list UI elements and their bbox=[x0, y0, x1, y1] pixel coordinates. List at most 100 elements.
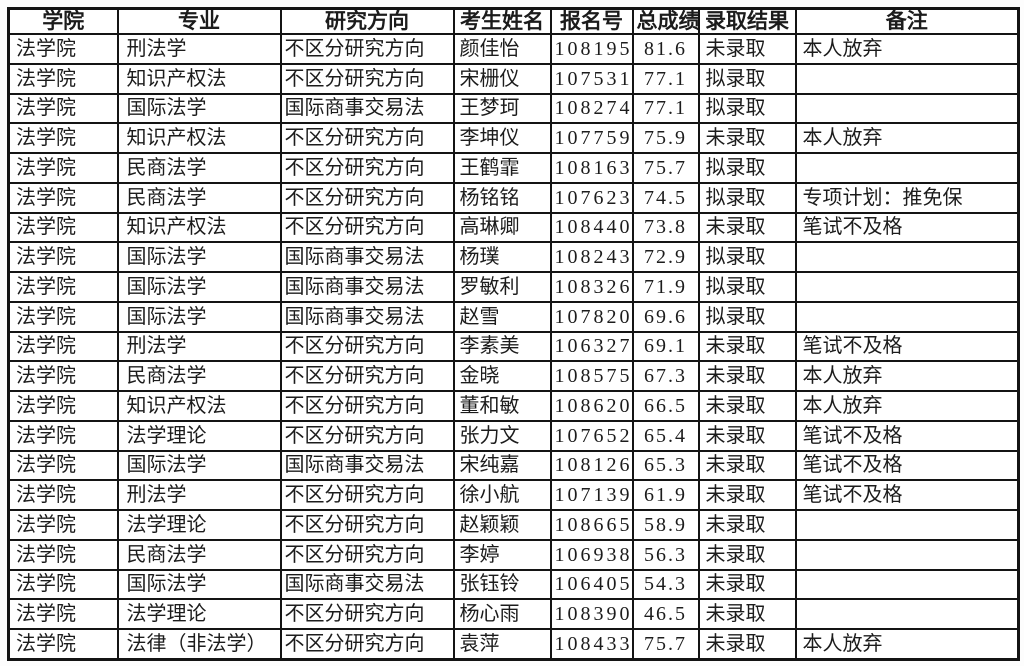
table-cell: 未录取 bbox=[697, 538, 797, 571]
table-cell: 知识产权法 bbox=[116, 211, 282, 244]
table-cell: 73.8 bbox=[631, 211, 700, 244]
table-cell: 不区分研究方向 bbox=[279, 390, 455, 422]
table-cell: 法学院 bbox=[7, 330, 119, 363]
table-cell: 法学院 bbox=[7, 33, 119, 65]
table-cell: 法学院 bbox=[7, 449, 119, 482]
table-row: 法学院 国际法学 国际商事交易法 赵雪 107820 69.6 拟录取 bbox=[7, 300, 1020, 333]
table-cell bbox=[794, 271, 1020, 303]
table-cell: 法学院 bbox=[7, 271, 119, 303]
table-cell: 61.9 bbox=[631, 479, 700, 512]
table-cell: 法学院 bbox=[7, 538, 119, 571]
table-cell: 108575 bbox=[549, 360, 634, 393]
table-cell: 106405 bbox=[549, 568, 634, 601]
table-cell: 笔试不及格 bbox=[794, 449, 1020, 482]
table-cell: 未录取 bbox=[697, 479, 797, 512]
column-header-major: 专业 bbox=[116, 7, 282, 36]
table-cell: 刑法学 bbox=[116, 479, 282, 512]
table-cell: 74.5 bbox=[631, 181, 700, 214]
table-cell: 法学理论 bbox=[116, 509, 282, 541]
table-cell: 不区分研究方向 bbox=[279, 152, 455, 184]
table-cell: 知识产权法 bbox=[116, 122, 282, 155]
table-row: 法学院 刑法学 不区分研究方向 李素美 106327 69.1 未录取 笔试不及格 bbox=[7, 330, 1020, 363]
table-cell: 民商法学 bbox=[116, 152, 282, 184]
column-header-college: 学院 bbox=[7, 7, 119, 36]
column-header-research-direction: 研究方向 bbox=[279, 7, 455, 36]
table-cell: 法学院 bbox=[7, 628, 119, 661]
table-cell: 69.1 bbox=[631, 330, 700, 363]
table-cell: 拟录取 bbox=[697, 300, 797, 333]
table-cell: 108163 bbox=[549, 152, 634, 184]
table-cell: 高琳卿 bbox=[452, 211, 552, 244]
table-cell: 106938 bbox=[549, 538, 634, 571]
table-cell: 法学理论 bbox=[116, 419, 282, 452]
table-row: 法学院 民商法学 不区分研究方向 杨铭铭 107623 74.5 拟录取 专项计划：推免保 bbox=[7, 181, 1020, 214]
table-cell: 笔试不及格 bbox=[794, 479, 1020, 512]
table-cell: 国际法学 bbox=[116, 271, 282, 303]
table-cell: 法学院 bbox=[7, 568, 119, 601]
table-row: 法学院 法学理论 不区分研究方向 杨心雨 108390 46.5 未录取 bbox=[7, 598, 1020, 631]
table-cell: 46.5 bbox=[631, 598, 700, 631]
table-cell: 未录取 bbox=[697, 598, 797, 631]
table-cell: 国际商事交易法 bbox=[279, 568, 455, 601]
table-cell: 未录取 bbox=[697, 330, 797, 363]
column-header-candidate-name: 考生姓名 bbox=[452, 7, 552, 36]
table-cell: 专项计划：推免保 bbox=[794, 181, 1020, 214]
table-cell: 张力文 bbox=[452, 419, 552, 452]
table-cell: 不区分研究方向 bbox=[279, 33, 455, 65]
column-header-registration-number: 报名号 bbox=[549, 7, 634, 36]
table-cell bbox=[794, 241, 1020, 274]
table-cell bbox=[794, 62, 1020, 95]
table-cell: 未录取 bbox=[697, 360, 797, 393]
table-cell: 法学院 bbox=[7, 419, 119, 452]
table-cell: 108126 bbox=[549, 449, 634, 482]
table-cell: 赵雪 bbox=[452, 300, 552, 333]
column-header-remarks: 备注 bbox=[794, 7, 1020, 36]
table-cell: 不区分研究方向 bbox=[279, 628, 455, 661]
table-cell: 颜佳怡 bbox=[452, 33, 552, 65]
table-cell: 不区分研究方向 bbox=[279, 538, 455, 571]
table-body: 法学院 刑法学 不区分研究方向 颜佳怡 108195 81.6 未录取 本人放弃 法学院 知识产权… bbox=[7, 33, 1020, 661]
table-cell: 国际法学 bbox=[116, 300, 282, 333]
table-cell: 未录取 bbox=[697, 122, 797, 155]
header-row: 学院 专业 研究方向 考生姓名 报名号 总成绩 录取结果 备注 bbox=[7, 7, 1020, 36]
table-cell: 张钰铃 bbox=[452, 568, 552, 601]
table-row: 法学院 知识产权法 不区分研究方向 董和敏 108620 66.5 未录取 本人放弃 bbox=[7, 390, 1020, 422]
table-cell: 法学院 bbox=[7, 152, 119, 184]
table-cell: 75.7 bbox=[631, 628, 700, 661]
table-row: 法学院 刑法学 不区分研究方向 徐小航 107139 61.9 未录取 笔试不及格 bbox=[7, 479, 1020, 512]
column-header-total-score: 总成绩 bbox=[631, 7, 700, 36]
table-cell: 不区分研究方向 bbox=[279, 181, 455, 214]
table-cell: 法学院 bbox=[7, 181, 119, 214]
table-cell: 107652 bbox=[549, 419, 634, 452]
table-cell: 国际法学 bbox=[116, 449, 282, 482]
table-cell: 法律（非法学） bbox=[116, 628, 282, 661]
table-cell: 65.4 bbox=[631, 419, 700, 452]
table-cell: 108390 bbox=[549, 598, 634, 631]
table-cell: 杨铭铭 bbox=[452, 181, 552, 214]
table-cell: 宋纯嘉 bbox=[452, 449, 552, 482]
admission-results-table: 学院 专业 研究方向 考生姓名 报名号 总成绩 录取结果 备注 法学院 刑法学 不区… bbox=[7, 7, 1020, 661]
table-cell: 不区分研究方向 bbox=[279, 211, 455, 244]
table-cell: 不区分研究方向 bbox=[279, 479, 455, 512]
table-cell: 108440 bbox=[549, 211, 634, 244]
table-cell: 笔试不及格 bbox=[794, 211, 1020, 244]
table-cell: 77.1 bbox=[631, 92, 700, 125]
table-cell: 106327 bbox=[549, 330, 634, 363]
table-cell: 民商法学 bbox=[116, 360, 282, 393]
table-cell: 国际法学 bbox=[116, 568, 282, 601]
table-cell: 108665 bbox=[549, 509, 634, 541]
table-cell bbox=[794, 152, 1020, 184]
table-cell: 法学院 bbox=[7, 211, 119, 244]
table-row: 法学院 法学理论 不区分研究方向 赵颖颖 108665 58.9 未录取 bbox=[7, 509, 1020, 541]
table-cell: 杨心雨 bbox=[452, 598, 552, 631]
table-cell: 国际商事交易法 bbox=[279, 92, 455, 125]
table-cell: 本人放弃 bbox=[794, 33, 1020, 65]
table-cell: 本人放弃 bbox=[794, 628, 1020, 661]
table-cell: 刑法学 bbox=[116, 33, 282, 65]
table-cell: 董和敏 bbox=[452, 390, 552, 422]
table-row: 法学院 国际法学 国际商事交易法 王梦珂 108274 77.1 拟录取 bbox=[7, 92, 1020, 125]
table-cell: 不区分研究方向 bbox=[279, 122, 455, 155]
table-cell: 杨璞 bbox=[452, 241, 552, 274]
table-cell: 58.9 bbox=[631, 509, 700, 541]
table-cell: 拟录取 bbox=[697, 152, 797, 184]
